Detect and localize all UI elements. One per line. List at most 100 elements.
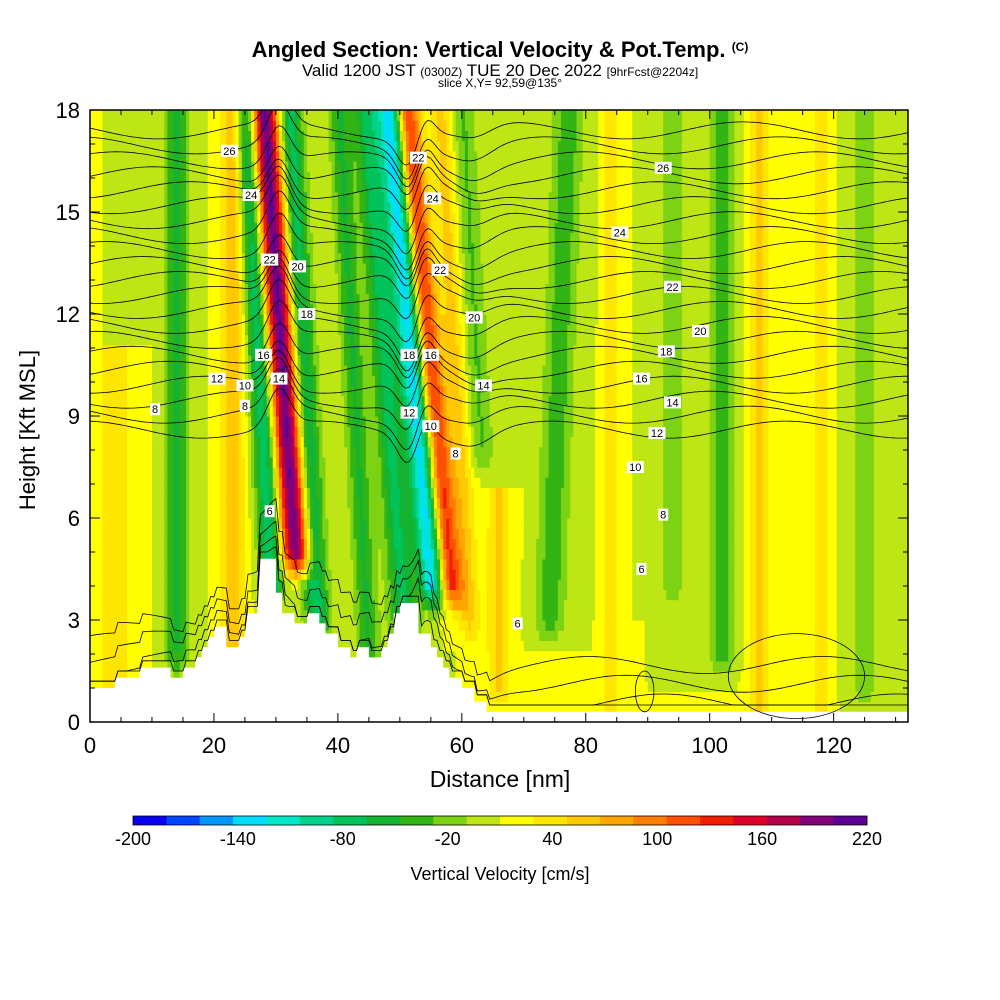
- valid-time: Valid 1200 JST: [301, 61, 416, 80]
- colorbar-tick-label: -20: [435, 829, 461, 849]
- contour-label-text: 10: [629, 462, 641, 474]
- contour-label-text: 20: [468, 312, 480, 324]
- contour-label-text: 20: [694, 326, 706, 338]
- colorbar-swatch: [166, 816, 201, 825]
- contour-label: 18: [298, 308, 316, 321]
- colorbar-swatch: [366, 816, 401, 825]
- theta-contours: [90, 110, 908, 719]
- contour-label-text: 12: [403, 408, 415, 420]
- contour-label-text: 16: [425, 350, 437, 362]
- isotherm-line: [90, 158, 908, 211]
- colorbar-swatch: [600, 816, 634, 825]
- y-tick-label: 15: [56, 200, 80, 225]
- contour-label-text: 20: [291, 261, 303, 273]
- terrain-mask: [90, 558, 908, 722]
- contour-label-text: 24: [614, 227, 626, 239]
- contour-label-text: 26: [223, 146, 235, 158]
- contour-label-text: 8: [152, 404, 158, 416]
- isotherm-line: [90, 249, 908, 300]
- contour-label: 12: [400, 406, 418, 420]
- colorbar-swatch: [233, 816, 267, 825]
- axes: 0 20 40 60 80 100 120 0 3 6 9 12 15 18: [56, 98, 908, 758]
- terrain: [90, 558, 908, 722]
- colorbar-tick-label: 40: [542, 829, 562, 849]
- contour-label: 12: [208, 372, 226, 386]
- contour-label-text: 22: [434, 265, 446, 277]
- isotherm-line: [90, 174, 908, 255]
- chart-title-suffix: (C): [731, 40, 749, 54]
- contour-label: 16: [422, 348, 440, 362]
- colorbar-swatch: [766, 816, 801, 825]
- colorbar-tick-label: 220: [852, 829, 882, 849]
- contour-label-text: 8: [453, 448, 459, 460]
- contour-label-text: 24: [245, 190, 257, 202]
- y-tick-label: 12: [56, 302, 80, 327]
- contour-label: 6: [264, 505, 275, 518]
- contour-label: 10: [626, 461, 644, 474]
- contour-label: 24: [424, 192, 442, 205]
- isotherm-line: [90, 234, 908, 287]
- colorbar-swatch: [133, 816, 167, 825]
- contour-label-text: 24: [427, 193, 439, 205]
- y-tick-label: 0: [68, 710, 80, 735]
- contour-label: 16: [633, 372, 650, 386]
- contour-label-text: 14: [273, 374, 285, 386]
- contour-label: 14: [475, 379, 492, 392]
- contour-label: 24: [242, 189, 260, 202]
- colorbar-swatch: [833, 816, 868, 825]
- contour-label: 20: [691, 325, 709, 338]
- isotherm-line: [90, 125, 908, 188]
- contour-label-text: 12: [651, 428, 663, 440]
- colorbar: -200 -140 -80 -20 40 100 160 220: [115, 815, 882, 849]
- colorbar-swatch: [433, 816, 468, 825]
- contour-label-text: 12: [211, 374, 223, 386]
- contour-label: 20: [465, 311, 483, 324]
- contour-label: 22: [409, 151, 427, 165]
- isotherm-line: [90, 110, 908, 166]
- isotherm-line: [90, 322, 908, 379]
- contour-label: 8: [150, 403, 161, 416]
- isotherm-line: [90, 257, 908, 320]
- colorbar-swatch: [466, 816, 501, 825]
- contour-label: 22: [431, 263, 449, 277]
- contour-label-text: 16: [635, 374, 647, 386]
- colorbar-swatch: [266, 816, 301, 825]
- isotherm-closed: [634, 670, 655, 713]
- contour-label-text: 22: [264, 255, 276, 267]
- contour-label: 18: [400, 348, 418, 362]
- contour-label: 20: [289, 260, 307, 273]
- y-tick-label: 18: [56, 98, 80, 123]
- colorbar-swatch: [700, 816, 734, 825]
- y-axis-label-text: Height [Kft MSL]: [15, 349, 40, 511]
- contour-label: 24: [611, 226, 629, 239]
- colorbar-tick-label: -200: [115, 829, 151, 849]
- isotherm-line: [90, 300, 908, 372]
- colorbar-swatch: [333, 816, 367, 825]
- contour-label: 6: [512, 617, 523, 630]
- contour-label-text: 6: [515, 618, 521, 630]
- x-tick-label: 40: [326, 733, 350, 758]
- contour-label-text: 22: [412, 153, 424, 165]
- colorbar-swatch: [666, 816, 701, 825]
- isotherm-line: [90, 520, 908, 700]
- isotherm-line: [90, 145, 908, 196]
- colorbar-swatch: [800, 816, 835, 825]
- y-axis-label: Height [Kft MSL]: [8, 350, 48, 510]
- contour-label: 22: [261, 253, 279, 267]
- isotherm-line: [90, 349, 908, 407]
- colorbar-swatch: [500, 816, 534, 825]
- contour-label-text: 6: [267, 506, 273, 518]
- contour-label: 10: [236, 379, 254, 392]
- contour-label-text: 10: [425, 421, 437, 433]
- contour-label: 26: [220, 144, 238, 158]
- contour-label: 26: [654, 161, 672, 175]
- contour-label: 16: [255, 348, 272, 362]
- contour-label-text: 22: [666, 282, 678, 294]
- contour-label: 22: [664, 280, 681, 294]
- contour-label-text: 18: [403, 350, 415, 362]
- y-tick-label: 3: [68, 608, 80, 633]
- contour-label-text: 18: [301, 309, 313, 321]
- contour-labels: 26 26 24 24 24 22 22 22 22 20 20 20 18 18 18 16 16 16 14 14…: [150, 144, 709, 630]
- isotherm-line: [90, 190, 908, 271]
- chart-title-text: Angled Section: Vertical Velocity & Pot.…: [251, 37, 726, 62]
